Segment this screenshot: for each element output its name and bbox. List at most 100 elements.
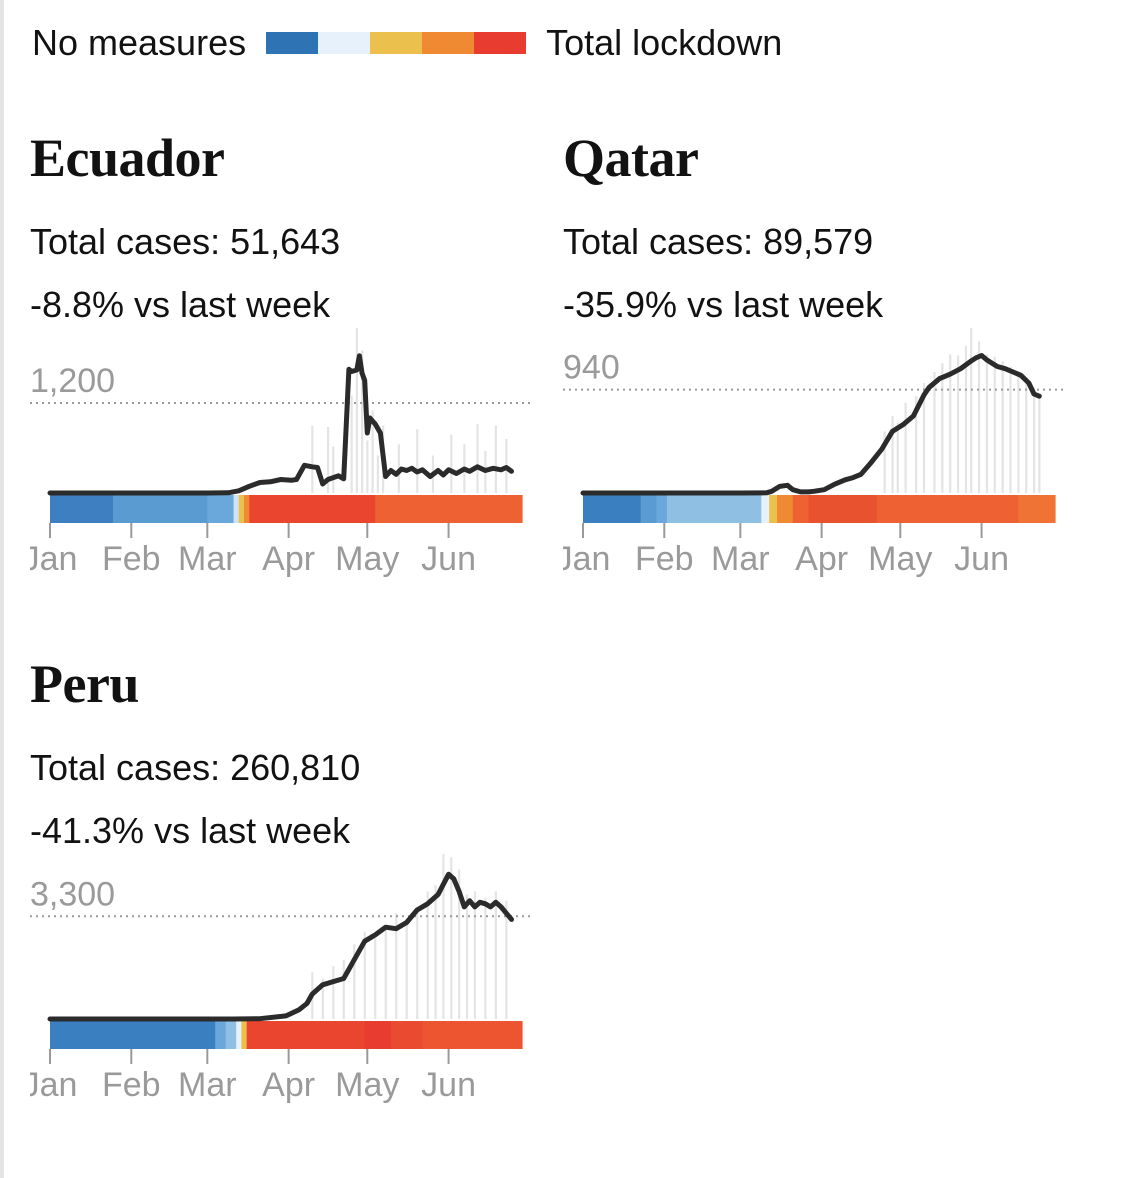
- daily-cases-bar: [970, 328, 973, 493]
- daily-cases-bar: [450, 434, 453, 493]
- month-label: Apr: [795, 540, 848, 578]
- total-cases: Total cases: 260,810: [30, 747, 361, 788]
- stringency-segment: [207, 495, 235, 523]
- month-label: Mar: [711, 540, 770, 578]
- country-title: Qatar: [563, 128, 699, 188]
- stringency-segment: [583, 495, 642, 523]
- panel-peru: Peru Total cases: 260,810 -41.3% vs last…: [30, 654, 550, 1124]
- panel-qatar: Qatar Total cases: 89,579 -35.9% vs last…: [563, 128, 1083, 598]
- legend-swatch-2: [318, 32, 371, 54]
- stringency-segment: [246, 1021, 366, 1049]
- daily-cases-bar: [505, 900, 508, 1019]
- daily-cases-bar: [374, 938, 377, 1019]
- stringency-segment: [112, 495, 208, 523]
- legend-swatch-3: [370, 32, 423, 54]
- month-label: Jun: [954, 540, 1009, 578]
- stringency-segment: [792, 495, 810, 523]
- stringency-segment: [375, 495, 523, 523]
- daily-cases-bar: [363, 931, 366, 1019]
- month-label: Jun: [421, 540, 476, 578]
- daily-cases-bar: [416, 906, 419, 1019]
- left-edge-divider: [0, 0, 4, 1178]
- month-label: Jan: [30, 1066, 77, 1104]
- stringency-segment: [50, 1021, 216, 1049]
- daily-cases-bar: [311, 425, 314, 493]
- weekly-change: -41.3% vs last week: [30, 810, 351, 851]
- daily-cases-bar: [1001, 361, 1004, 493]
- stringency-segment: [244, 495, 250, 523]
- daily-cases-bar: [896, 422, 899, 493]
- daily-cases-bar: [1009, 366, 1012, 493]
- legend-swatch-4: [422, 32, 475, 54]
- daily-cases-bar: [371, 410, 374, 493]
- daily-cases-bar: [956, 355, 960, 493]
- daily-cases-bar: [993, 356, 996, 493]
- total-cases: Total cases: 89,579: [563, 221, 874, 262]
- stringency-segment: [761, 495, 770, 523]
- stringency-segment: [390, 1021, 423, 1049]
- stringency-segment: [238, 495, 245, 523]
- daily-cases-bar: [332, 446, 335, 493]
- stringency-segment: [233, 495, 240, 523]
- stringency-segment: [236, 1021, 243, 1049]
- daily-cases-bar: [450, 857, 453, 1019]
- chart-qatar: 940 Jan Feb Mar Apr May Jun: [563, 328, 1063, 578]
- daily-cases-bar: [473, 891, 476, 1019]
- daily-cases-bar: [922, 383, 926, 493]
- daily-cases-bar: [458, 869, 461, 1019]
- daily-cases-bar: [442, 854, 445, 1019]
- average-cases-line: [47, 353, 514, 496]
- daily-cases-bar: [355, 328, 358, 493]
- month-label: Apr: [262, 540, 315, 578]
- stringency-segment: [777, 495, 794, 523]
- month-label: Jan: [30, 540, 77, 578]
- legend-swatch-1: [266, 32, 319, 54]
- daily-cases-bar: [883, 431, 886, 493]
- legend-color-scale: [266, 32, 527, 54]
- legend-left-label: No measures: [32, 22, 247, 63]
- daily-cases-bar: [915, 396, 918, 493]
- reference-label: 940: [563, 349, 620, 387]
- daily-cases-bar: [1025, 377, 1028, 493]
- chart-peru: 3,300 Jan Feb Mar Apr May Jun: [30, 854, 530, 1104]
- daily-cases-bar: [985, 354, 989, 493]
- stringency-segment: [249, 495, 376, 523]
- daily-cases-bar: [376, 455, 379, 493]
- daily-cases-bar: [933, 372, 936, 493]
- stringency-segment: [50, 495, 114, 523]
- stringency-segment: [808, 495, 878, 523]
- stringency-segment: [215, 1021, 227, 1049]
- stringency-segment: [656, 495, 668, 523]
- month-label: Feb: [102, 1066, 161, 1104]
- month-label: Jun: [421, 1066, 476, 1104]
- daily-cases-bar: [904, 402, 907, 493]
- reference-label: 1,200: [30, 362, 115, 400]
- daily-cases-bar: [353, 944, 356, 1019]
- weekly-change: -35.9% vs last week: [563, 284, 884, 325]
- legend-right-label: Total lockdown: [546, 22, 783, 63]
- daily-cases-bar: [321, 978, 324, 1019]
- chart-ecuador: 1,200 Jan Feb Mar Apr May Jun: [30, 328, 530, 578]
- stringency-segment: [640, 495, 658, 523]
- daily-cases-bar: [465, 894, 469, 1019]
- month-label: Feb: [102, 540, 161, 578]
- country-title: Ecuador: [30, 128, 225, 188]
- daily-cases-bar: [1033, 387, 1036, 493]
- daily-cases-bar: [342, 959, 345, 1019]
- daily-cases-bar: [476, 424, 479, 493]
- weekly-change: -8.8% vs last week: [30, 284, 331, 325]
- daily-cases-bar: [405, 919, 408, 1019]
- daily-cases-bar: [395, 913, 398, 1019]
- stringency-segment: [422, 1021, 523, 1049]
- daily-cases-bar: [350, 395, 353, 493]
- month-label: Apr: [262, 1066, 315, 1104]
- daily-cases-bar: [484, 897, 487, 1019]
- daily-cases-bar: [1038, 394, 1041, 493]
- month-label: Mar: [178, 1066, 237, 1104]
- month-label: Mar: [178, 540, 237, 578]
- stringency-segment: [876, 495, 1019, 523]
- daily-cases-bar: [366, 440, 369, 493]
- total-cases: Total cases: 51,643: [30, 221, 341, 262]
- daily-cases-bar: [416, 429, 419, 493]
- reference-label: 3,300: [30, 875, 115, 913]
